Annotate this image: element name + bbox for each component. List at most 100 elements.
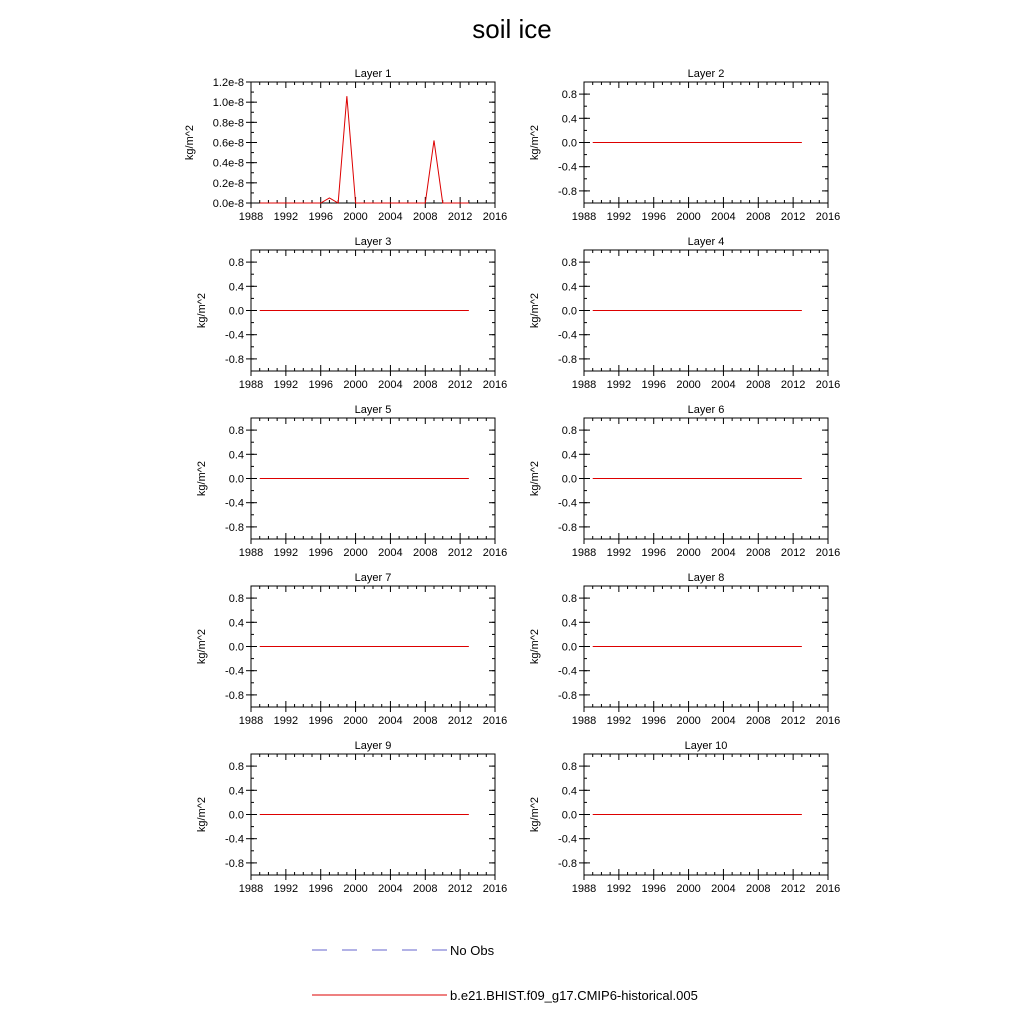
y-tick-label: 1.0e-8 <box>213 97 244 109</box>
x-tick-label: 1996 <box>641 547 665 559</box>
y-tick-label: 0.8e-8 <box>213 117 244 129</box>
x-tick-label: 2004 <box>711 883 735 895</box>
panel-9: Layer 9 1988 1992 1996 2000 2004 2008 2012 2016 -… <box>196 740 507 895</box>
y-tick-label: 0.0 <box>562 474 577 486</box>
x-tick-label: 2016 <box>483 211 507 223</box>
panel-title: Layer 10 <box>685 740 728 752</box>
y-tick-label: -0.4 <box>225 834 244 846</box>
x-tick-label: 2000 <box>676 379 700 391</box>
y-tick-label: 0.4 <box>562 617 577 629</box>
x-tick-label: 2008 <box>746 715 770 727</box>
x-tick-label: 2008 <box>413 379 437 391</box>
y-tick-label: 0.0 <box>562 138 577 150</box>
panel-title: Layer 1 <box>355 68 392 80</box>
y-tick-label: -0.4 <box>225 498 244 510</box>
y-axis-label: kg/m^2 <box>196 797 208 832</box>
x-tick-label: 1992 <box>607 715 631 727</box>
x-tick-label: 2008 <box>413 547 437 559</box>
x-tick-label: 1996 <box>308 883 332 895</box>
x-tick-label: 2012 <box>448 883 472 895</box>
panel-7: Layer 7 1988 1992 1996 2000 2004 2008 2012 2016 -… <box>196 572 507 727</box>
y-tick-label: 0.8 <box>229 425 244 437</box>
y-tick-label: -0.8 <box>558 858 577 870</box>
y-tick-label: -0.4 <box>558 330 577 342</box>
y-tick-label: -0.8 <box>558 522 577 534</box>
x-tick-label: 2016 <box>483 547 507 559</box>
x-tick-label: 2004 <box>378 715 402 727</box>
x-tick-label: 1988 <box>572 883 596 895</box>
x-tick-label: 2000 <box>676 547 700 559</box>
y-axis-label: kg/m^2 <box>529 461 541 496</box>
legend-label: b.e21.BHIST.f09_g17.CMIP6-historical.005 <box>450 988 698 1003</box>
x-tick-label: 1996 <box>308 547 332 559</box>
x-tick-label: 2012 <box>781 715 805 727</box>
y-tick-label: -0.8 <box>225 858 244 870</box>
x-tick-label: 1996 <box>641 379 665 391</box>
x-tick-label: 2012 <box>448 715 472 727</box>
y-tick-label: -0.4 <box>558 834 577 846</box>
y-tick-label: -0.8 <box>558 186 577 198</box>
y-tick-label: 0.0 <box>562 306 577 318</box>
x-tick-label: 2012 <box>448 379 472 391</box>
y-tick-label: 0.4 <box>562 281 577 293</box>
x-tick-label: 1992 <box>607 547 631 559</box>
y-tick-label: -0.4 <box>558 498 577 510</box>
panel-3: Layer 3 1988 1992 1996 2000 2004 2008 2012 2016 -… <box>196 236 507 391</box>
y-tick-label: 0.0 <box>229 306 244 318</box>
x-tick-label: 2016 <box>816 547 840 559</box>
plot-frame <box>250 81 496 204</box>
y-tick-label: -0.4 <box>558 666 577 678</box>
y-tick-label: 0.8 <box>562 425 577 437</box>
x-tick-label: 1992 <box>274 883 298 895</box>
x-tick-label: 2008 <box>413 883 437 895</box>
x-tick-label: 2016 <box>483 883 507 895</box>
y-tick-label: 0.0 <box>562 810 577 822</box>
y-tick-label: 0.8 <box>229 761 244 773</box>
x-tick-label: 2000 <box>676 715 700 727</box>
panel-2: Layer 2 1988 1992 1996 2000 2004 2008 2012 2016 -… <box>529 68 840 223</box>
x-tick-label: 2016 <box>483 715 507 727</box>
x-tick-label: 2008 <box>413 211 437 223</box>
x-tick-label: 1996 <box>308 211 332 223</box>
x-tick-label: 2000 <box>676 211 700 223</box>
x-tick-label: 1996 <box>308 715 332 727</box>
y-axis-label: kg/m^2 <box>196 461 208 496</box>
y-tick-label: 0.2e-8 <box>213 178 244 190</box>
y-tick-label: -0.8 <box>225 690 244 702</box>
y-tick-label: 0.0 <box>229 810 244 822</box>
x-tick-label: 1992 <box>607 379 631 391</box>
y-axis-label: kg/m^2 <box>196 293 208 328</box>
panel-title: Layer 3 <box>355 236 392 248</box>
y-tick-label: 0.6e-8 <box>213 138 244 150</box>
y-tick-label: -0.4 <box>558 162 577 174</box>
panel-title: Layer 5 <box>355 404 392 416</box>
panel-title: Layer 2 <box>688 68 725 80</box>
x-tick-label: 2008 <box>746 379 770 391</box>
x-tick-label: 2012 <box>448 211 472 223</box>
y-tick-label: 0.4 <box>562 449 577 461</box>
x-tick-label: 2012 <box>448 547 472 559</box>
y-tick-label: 0.4 <box>229 785 244 797</box>
x-tick-label: 1996 <box>641 883 665 895</box>
x-tick-label: 1992 <box>274 379 298 391</box>
x-tick-label: 2004 <box>378 883 402 895</box>
panel-title: Layer 8 <box>688 572 725 584</box>
y-tick-label: 0.8 <box>229 593 244 605</box>
x-tick-label: 1988 <box>239 211 263 223</box>
x-tick-label: 2016 <box>816 715 840 727</box>
x-tick-label: 2000 <box>343 715 367 727</box>
x-tick-label: 2016 <box>816 211 840 223</box>
x-tick-label: 1988 <box>572 547 596 559</box>
panel-title: Layer 7 <box>355 572 392 584</box>
series-line <box>259 96 469 204</box>
y-tick-label: -0.4 <box>225 330 244 342</box>
y-tick-label: 0.0 <box>562 642 577 654</box>
y-tick-label: 0.4 <box>229 617 244 629</box>
legend-label: No Obs <box>450 943 495 958</box>
x-tick-label: 2016 <box>483 379 507 391</box>
x-tick-label: 2004 <box>378 379 402 391</box>
x-tick-label: 1992 <box>274 211 298 223</box>
x-tick-label: 1996 <box>641 715 665 727</box>
panel-8: Layer 8 1988 1992 1996 2000 2004 2008 2012 2016 -… <box>529 572 840 727</box>
